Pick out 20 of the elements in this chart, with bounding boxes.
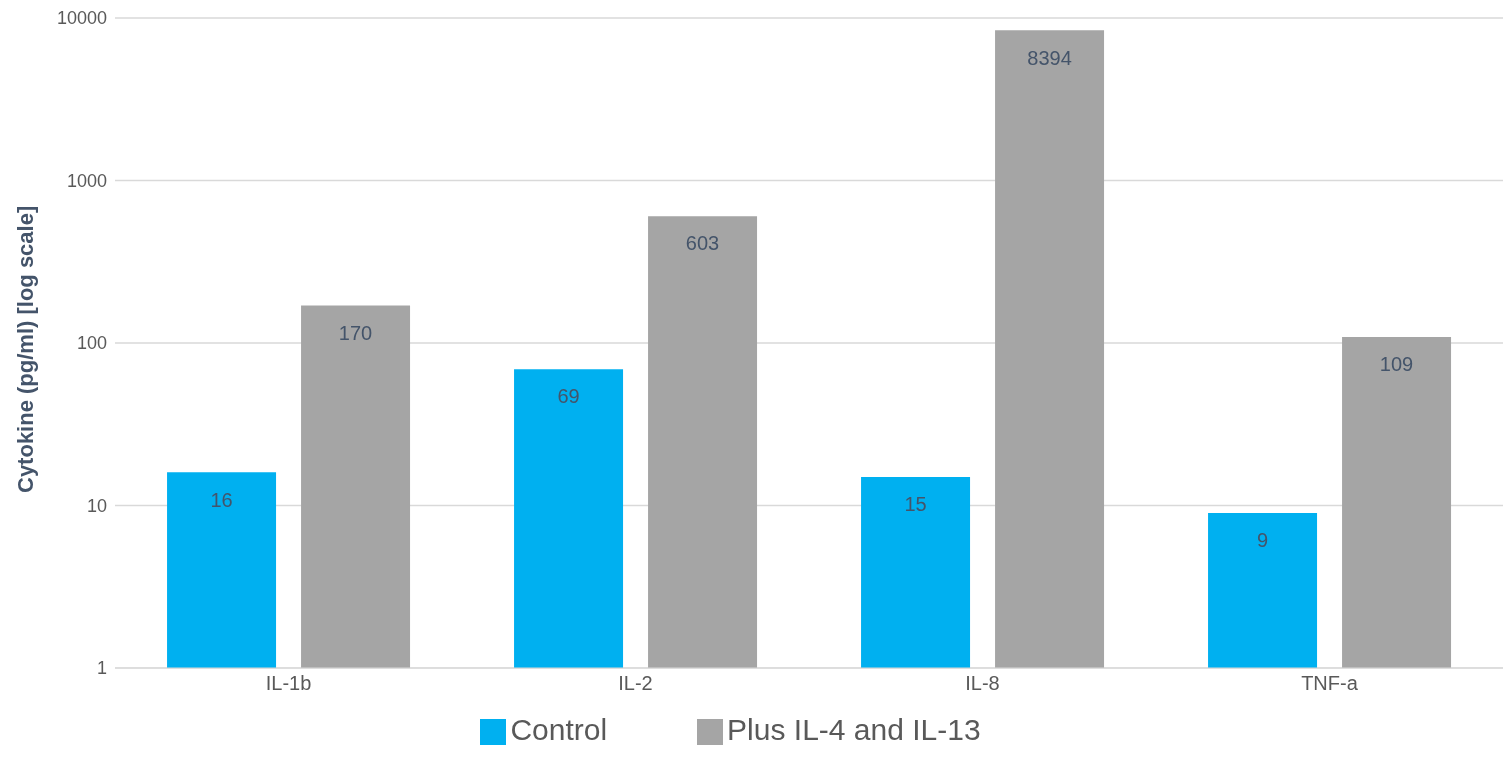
- data-label: 603: [685, 232, 720, 255]
- data-label: 69: [557, 385, 580, 408]
- y-tick-label: 1000: [66, 170, 107, 191]
- y-tick-label: 10: [86, 495, 107, 516]
- data-label: 16: [210, 488, 233, 511]
- y-tick-label: 10000: [56, 8, 107, 29]
- x-tick-label: IL-2: [618, 672, 653, 695]
- x-tick-label: IL-8: [965, 672, 1000, 695]
- data-label: 109: [1379, 353, 1414, 376]
- legend-label: Plus IL-4 and IL-13: [727, 713, 981, 746]
- x-tick-label: TNF-a: [1301, 672, 1359, 695]
- data-label: 9: [1256, 529, 1269, 552]
- x-tick-label: IL-1b: [265, 672, 312, 695]
- data-label: 15: [904, 493, 927, 516]
- data-label: 170: [338, 321, 373, 344]
- legend-label: Control: [510, 713, 608, 746]
- y-tick-label: 1: [96, 658, 107, 679]
- y-tick-label: 100: [76, 333, 107, 354]
- data-label: 8394: [1027, 46, 1072, 69]
- y-axis-title: Cytokine (pg/ml) [log scale]: [12, 205, 38, 493]
